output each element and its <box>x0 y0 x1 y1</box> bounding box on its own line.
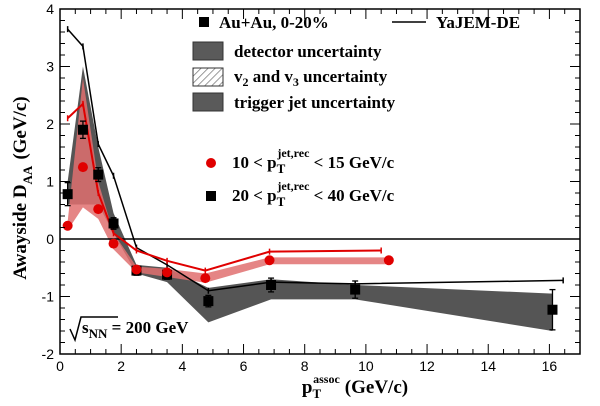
legend-entry-trigger: trigger jet uncertainty <box>234 93 396 112</box>
x-axis-title: pTassoc (GeV/c) <box>302 372 408 401</box>
energy-label-text: sNN = 200 GeV <box>82 318 189 341</box>
data-point-circle <box>62 220 73 231</box>
data-point-circle <box>108 238 119 249</box>
x-tick-label: 14 <box>480 358 496 374</box>
legend-marker-square <box>199 17 209 27</box>
x-tick-label: 4 <box>178 358 186 374</box>
x-tick-label: 0 <box>56 358 64 374</box>
energy-label: sNN = 200 GeV <box>69 316 189 343</box>
data-points <box>62 120 558 331</box>
data-point-circle <box>264 255 275 266</box>
x-tick-label: 12 <box>419 358 435 374</box>
data-point-circle <box>383 255 394 266</box>
legend-marker-black-square <box>206 191 216 201</box>
data-point-square <box>266 280 277 290</box>
data-point-square <box>547 304 558 315</box>
uncertainty-bands <box>67 66 553 331</box>
legend: Au+Au, 0-20% YaJEM-DE detector uncertain… <box>192 13 520 209</box>
data-point-circle <box>77 162 88 173</box>
x-tick-label: 6 <box>240 358 248 374</box>
data-point-circle <box>93 204 104 215</box>
x-tick-label: 2 <box>117 358 125 374</box>
legend-range-high: 20 < pTjet,rec < 40 GeV/c <box>232 179 395 209</box>
legend-swatch-trigger <box>192 92 224 112</box>
legend-swatch-detector <box>192 41 224 61</box>
y-tick-label: -1 <box>42 289 55 305</box>
data-point-circle <box>200 273 211 284</box>
data-point-square <box>108 218 119 229</box>
legend-entry-auau: Au+Au, 0-20% <box>219 13 329 32</box>
data-point-circle <box>162 267 173 278</box>
y-tick-label: 1 <box>46 174 54 190</box>
legend-entry-yajem: YaJEM-DE <box>436 13 520 32</box>
x-tick-label: 10 <box>358 358 374 374</box>
data-point-square <box>350 284 361 295</box>
y-axis-title: Awayside DAA(GeV/c) <box>10 96 35 279</box>
y-tick-label: -2 <box>42 346 55 362</box>
legend-range-low: 10 < pTjet,rec < 15 GeV/c <box>232 146 395 176</box>
y-tick-label: 4 <box>46 1 54 17</box>
sqrt-sign <box>69 316 118 343</box>
legend-swatch-flow <box>192 67 224 87</box>
legend-marker-red-circle <box>206 158 216 168</box>
legend-entry-detector: detector uncertainty <box>234 42 382 61</box>
uncertainty-band-1 <box>67 66 553 331</box>
y-tick-label: 0 <box>46 231 54 247</box>
x-tick-label: 8 <box>301 358 309 374</box>
data-point-square <box>62 189 73 200</box>
y-tick-label: 3 <box>46 59 54 75</box>
data-point-square <box>203 296 214 307</box>
x-tick-label: 16 <box>542 358 558 374</box>
y-tick-label: 2 <box>46 116 54 132</box>
data-point-circle <box>131 264 142 275</box>
data-point-square <box>77 124 88 135</box>
uncertainty-band-2 <box>67 78 389 283</box>
data-point-square <box>93 169 104 180</box>
legend-entry-flow: v2 and v3 uncertainty <box>234 67 388 89</box>
